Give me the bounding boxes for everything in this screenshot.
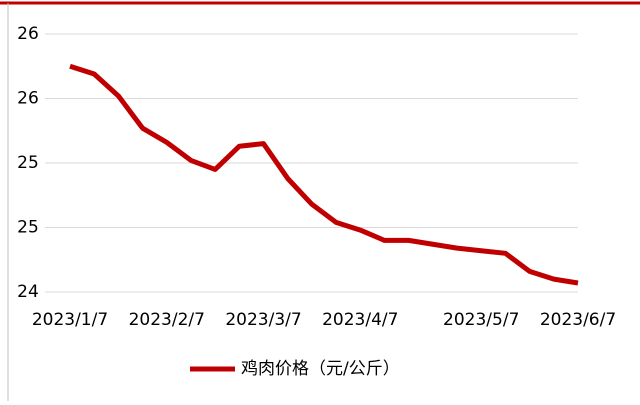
data-line — [69, 63, 579, 286]
y-tick-label: 24 — [17, 282, 39, 302]
y-tick-label: 25 — [17, 153, 39, 173]
y-tick-label: 25 — [17, 218, 39, 238]
x-tick-label: 2023/3/7 — [225, 310, 301, 330]
x-tick-label: 2023/2/7 — [129, 310, 205, 330]
y-tick-label: 26 — [17, 24, 39, 44]
legend-label: 鸡肉价格（元/公斤） — [241, 359, 400, 379]
x-tick-label: 2023/5/7 — [443, 310, 519, 330]
y-tick-label: 26 — [17, 89, 39, 109]
x-tick-label: 2023/6/7 — [540, 310, 616, 330]
x-tick-label: 2023/4/7 — [322, 310, 398, 330]
x-tick-label: 2023/1/7 — [32, 310, 108, 330]
